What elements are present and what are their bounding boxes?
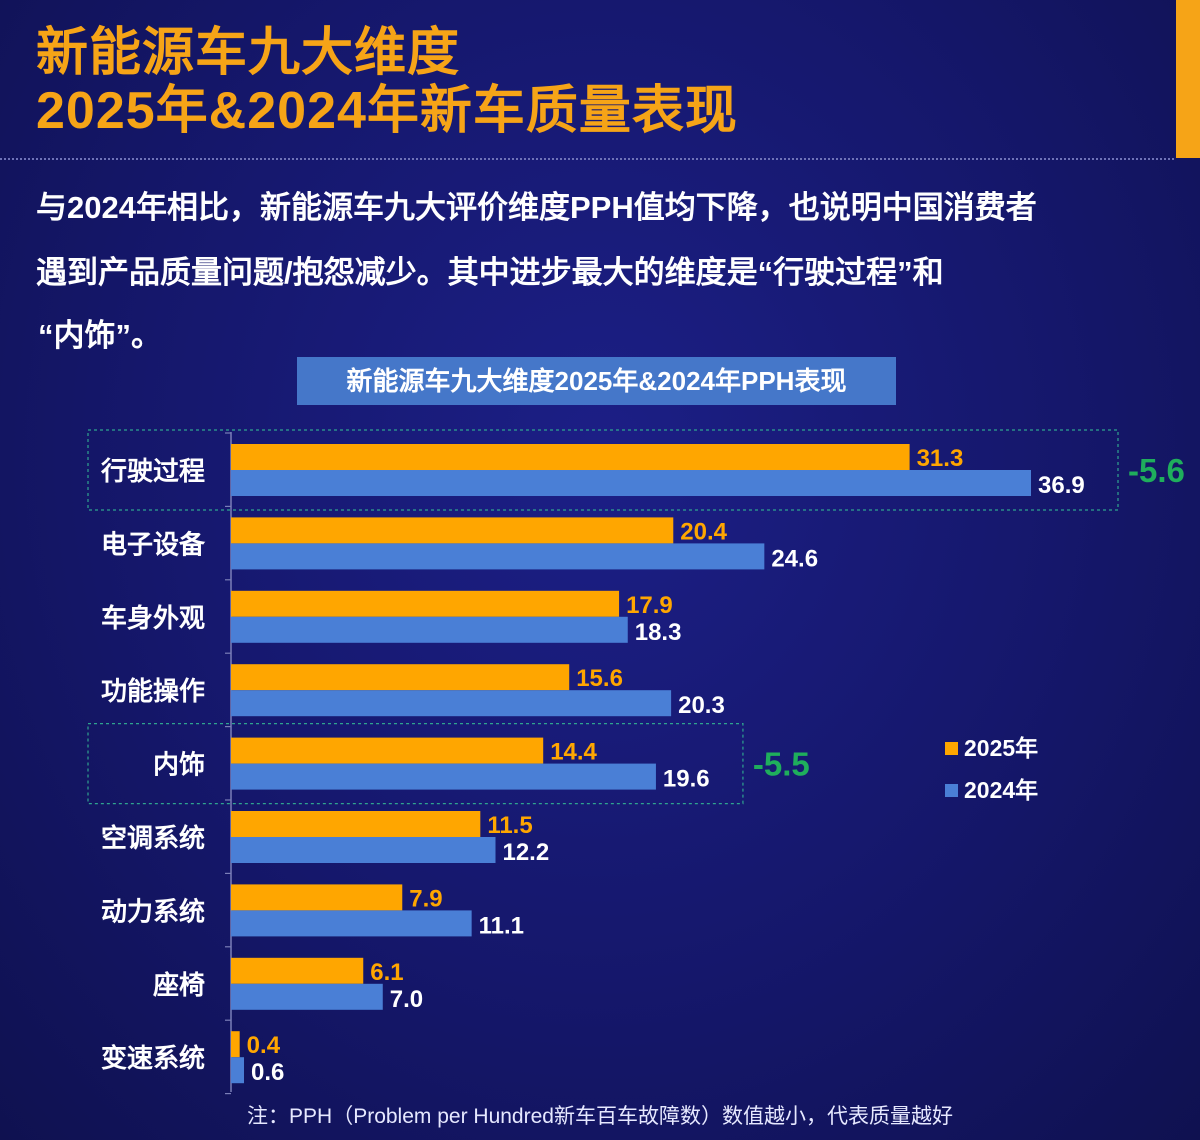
bar-2025: [231, 957, 364, 984]
delta-label: -5.6: [1128, 452, 1185, 489]
category-label: 空调系统: [101, 823, 205, 853]
bar-2024: [231, 983, 383, 1010]
value-label-2025: 7.9: [409, 885, 442, 912]
value-label-2025: 6.1: [370, 959, 403, 986]
category-label: 行驶过程: [100, 456, 205, 486]
delta-label: -5.5: [753, 746, 810, 783]
chart-title: 新能源车九大维度2025年&2024年PPH表现: [297, 357, 896, 405]
bar-chart: -5.6 -5.5 行驶过程 31.3 36.9 电子设备 20.4 24.6 车身外观 17.9…: [87, 429, 1185, 1095]
page-title-line-2: 2025年&2024年新车质量表现: [36, 82, 738, 140]
bar-2025: [231, 811, 481, 837]
description-line-3: “内饰”。: [38, 318, 162, 353]
category-label: 座椅: [153, 970, 205, 1000]
category-label: 变速系统: [101, 1043, 205, 1073]
bar-2024: [231, 470, 1031, 496]
value-label-2025: 14.4: [550, 739, 597, 766]
value-label-2025: 0.4: [247, 1032, 281, 1059]
highlight-box: [87, 429, 1119, 511]
category-label: 功能操作: [101, 676, 205, 706]
bar-2025: [231, 517, 674, 544]
bar-2024: [231, 763, 656, 790]
page-title-line-1: 新能源车九大维度: [36, 24, 461, 82]
bar-2024: [231, 1057, 245, 1084]
footnote: 注：PPH（Problem per Hundred新车百车故障数）数值越小，代表…: [247, 1105, 953, 1128]
value-label-2024: 7.0: [390, 986, 423, 1013]
value-label-2025: 17.9: [626, 592, 673, 619]
bar-2025: [231, 1031, 240, 1058]
value-label-2024: 11.1: [479, 912, 524, 939]
value-label-2024: 24.6: [771, 545, 818, 572]
bar-2025: [231, 590, 620, 617]
bar-2024: [231, 543, 765, 570]
value-label-2024: 12.2: [502, 839, 549, 866]
title-divider: [0, 158, 1174, 160]
value-label-2025: 31.3: [917, 445, 964, 472]
bar-2024: [231, 910, 472, 937]
value-label-2025: 15.6: [576, 665, 623, 692]
bar-2025: [231, 664, 570, 691]
value-label-2024: 18.3: [635, 619, 682, 646]
bar-2025: [231, 444, 910, 470]
bar-2024: [231, 616, 628, 643]
accent-bar: [1176, 0, 1200, 158]
category-label: 电子设备: [101, 529, 206, 559]
highlight-box: [87, 722, 744, 805]
description-line-2: 遇到产品质量问题/抱怨减少。其中进步最大的维度是“行驶过程”和: [36, 255, 944, 290]
value-label-2025: 20.4: [680, 518, 727, 545]
bar-2024: [231, 690, 672, 717]
bar-2024: [231, 837, 496, 863]
category-label: 动力系统: [101, 896, 205, 926]
description-line-1: 与2024年相比，新能源车九大评价维度PPH值均下降，也说明中国消费者: [36, 190, 1037, 225]
value-label-2024: 20.3: [678, 692, 725, 719]
value-label-2024: 19.6: [663, 766, 710, 793]
legend-swatch: [945, 742, 958, 755]
category-label: 车身外观: [101, 603, 205, 633]
legend-swatch: [945, 784, 958, 797]
category-label: 内饰: [153, 750, 205, 780]
value-label-2024: 36.9: [1038, 472, 1085, 499]
legend-label: 2024年: [964, 777, 1038, 803]
value-label-2025: 11.5: [487, 812, 532, 839]
bar-2025: [231, 737, 544, 764]
bar-2025: [231, 884, 403, 911]
legend-label: 2025年: [964, 735, 1038, 761]
value-label-2024: 0.6: [251, 1059, 284, 1086]
